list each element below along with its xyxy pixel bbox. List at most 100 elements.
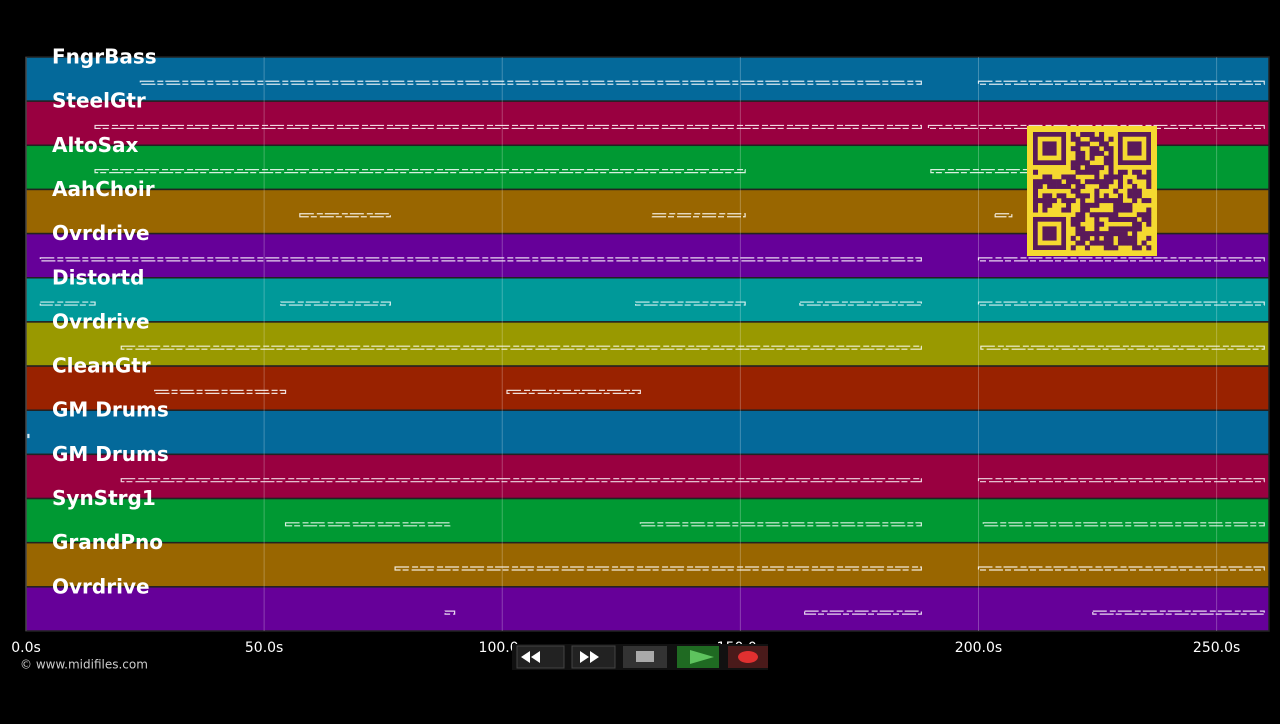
qr-module: [1080, 183, 1086, 189]
qr-module: [1103, 179, 1109, 185]
qr-module: [1051, 183, 1057, 189]
qr-module: [1136, 169, 1142, 175]
qr-module: [1080, 193, 1086, 199]
qr-module: [1122, 216, 1128, 222]
transport-controls: [512, 644, 768, 670]
qr-module: [1047, 174, 1053, 180]
qr-module: [1094, 136, 1100, 142]
qr-module: [1132, 198, 1138, 204]
qr-module: [1084, 207, 1090, 213]
rewind-icon[interactable]: [521, 651, 540, 663]
qr-module: [1033, 202, 1039, 208]
note-span: [299, 213, 391, 218]
qr-module: [1089, 179, 1095, 185]
qr-module: [1070, 160, 1076, 166]
record-button[interactable]: [728, 646, 768, 668]
qr-module: [1103, 198, 1109, 204]
qr-module: [1080, 240, 1086, 246]
forward-icon[interactable]: [580, 651, 599, 663]
qr-module: [1033, 169, 1039, 175]
qr-module: [1094, 231, 1100, 237]
qr-module: [1099, 141, 1105, 147]
qr-module: [1084, 132, 1090, 138]
qr-module: [1042, 174, 1048, 180]
qr-module: [1122, 169, 1128, 175]
qr-module: [1075, 165, 1081, 171]
qr-module: [1132, 226, 1138, 232]
qr-module: [1075, 231, 1081, 237]
qr-module: [1089, 202, 1095, 208]
qr-module: [1113, 174, 1119, 180]
qr-module: [1127, 202, 1133, 208]
qr-module: [1047, 198, 1053, 204]
note-span: [284, 522, 451, 527]
qr-module: [1080, 132, 1086, 138]
track-row: [25, 497, 1270, 544]
qr-module: [1141, 240, 1147, 246]
qr-module: [1108, 155, 1114, 161]
qr-module: [1042, 198, 1048, 204]
qr-module: [1051, 198, 1057, 204]
qr-module: [1103, 141, 1109, 147]
qr-module: [1117, 193, 1123, 199]
track-name: AltoSax: [52, 133, 139, 157]
qr-module: [1075, 146, 1081, 152]
qr-module: [1075, 169, 1081, 175]
qr-module: [1108, 174, 1114, 180]
play-button[interactable]: [677, 646, 719, 668]
qr-module: [1070, 132, 1076, 138]
x-tick-label: 200.0s: [955, 640, 1002, 656]
qr-module: [1108, 146, 1114, 152]
qr-module: [1146, 169, 1152, 175]
note-span: [506, 389, 641, 394]
qr-module: [1084, 245, 1090, 251]
forward-button[interactable]: [571, 645, 616, 669]
record-icon[interactable]: [738, 651, 758, 663]
track-row: [25, 453, 1270, 500]
qr-module: [1042, 179, 1048, 185]
qr-module: [1094, 150, 1100, 156]
qr-module: [1089, 150, 1095, 156]
rewind-bg[interactable]: [516, 645, 565, 669]
stop-button[interactable]: [623, 646, 667, 668]
qr-module: [1066, 207, 1072, 213]
qr-module: [1099, 183, 1105, 189]
qr-module: [1066, 202, 1072, 208]
rewind-button[interactable]: [516, 645, 565, 669]
qr-module: [1117, 179, 1123, 185]
note-span: [94, 124, 922, 130]
qr-module: [1061, 174, 1067, 180]
qr-module: [1103, 245, 1109, 251]
qr-module: [1113, 188, 1119, 194]
qr-module: [1136, 221, 1142, 227]
qr-module: [1070, 235, 1076, 241]
play-icon[interactable]: [690, 650, 714, 664]
qr-module: [1122, 207, 1128, 213]
qr-module: [1141, 174, 1147, 180]
stop-icon[interactable]: [636, 651, 654, 662]
qr-module: [1056, 183, 1062, 189]
qr-module: [1075, 240, 1081, 246]
qr-module: [1089, 155, 1095, 161]
qr-finder: [1127, 141, 1142, 156]
note-span: [977, 478, 1265, 483]
note-span: [280, 301, 391, 306]
qr-module: [1117, 183, 1123, 189]
qr-module: [1080, 198, 1086, 204]
qr-module: [1084, 193, 1090, 199]
qr-module: [1146, 212, 1152, 218]
qr-module: [1037, 179, 1043, 185]
qr-module: [1084, 169, 1090, 175]
qr-module: [1061, 193, 1067, 199]
qr-module: [1070, 136, 1076, 142]
qr-module: [1084, 231, 1090, 237]
qr-module: [1108, 240, 1114, 246]
qr-module: [1084, 235, 1090, 241]
qr-module: [1132, 231, 1138, 237]
qr-module: [1089, 146, 1095, 152]
qr-module: [1132, 240, 1138, 246]
qr-module: [1033, 207, 1039, 213]
qr-module: [1141, 216, 1147, 222]
qr-module: [1113, 212, 1119, 218]
qr-module: [1033, 179, 1039, 185]
